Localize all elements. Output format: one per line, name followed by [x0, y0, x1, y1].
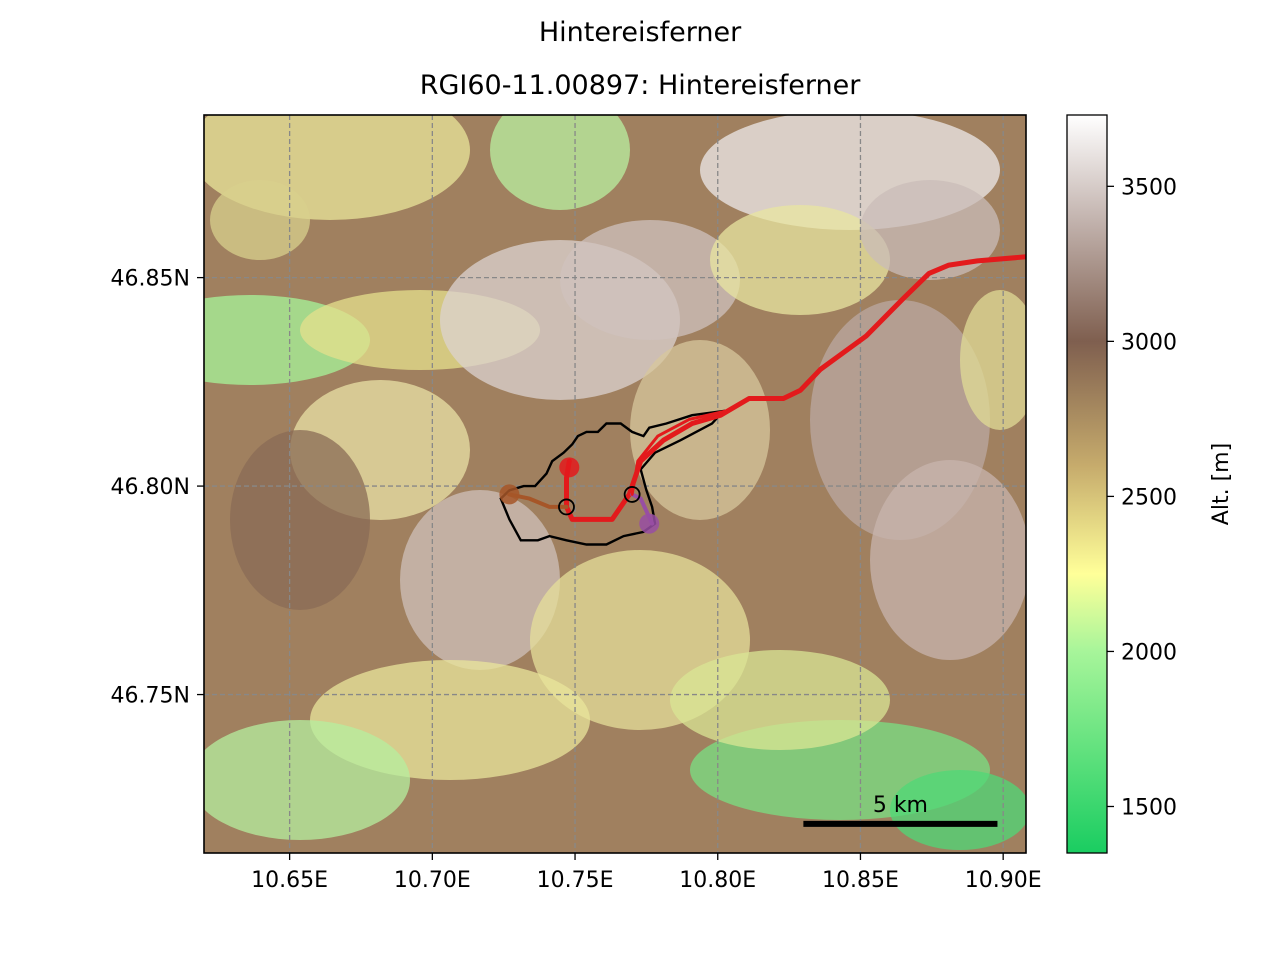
flowline-head [639, 513, 660, 534]
colorbar-gradient [1066, 114, 1108, 854]
flowline-junction [558, 498, 575, 516]
y-tick-label: 46.75N [111, 684, 190, 709]
flowline-head [499, 484, 520, 505]
flowline [507, 492, 569, 509]
colorbar-tick-label: 2000 [1121, 640, 1177, 665]
figure-title: Hintereisferner [538, 17, 742, 48]
x-tick-label: 10.90E [965, 868, 1042, 893]
terrain-layer [204, 115, 1026, 853]
flowline-head [559, 457, 580, 478]
x-tick-label: 10.85E [822, 868, 899, 893]
scale-bar-label: 5 km [873, 793, 928, 818]
colorbar-tick-label: 3500 [1121, 175, 1177, 200]
x-tick-label: 10.75E [537, 868, 614, 893]
x-tick-label: 10.80E [679, 868, 756, 893]
x-tick-label: 10.65E [251, 868, 328, 893]
colorbar-label: Alt. [m] [1209, 443, 1234, 525]
graticule-grid [204, 115, 1026, 853]
flowline-junction [623, 486, 641, 503]
colorbar-tick-label: 1500 [1121, 795, 1177, 820]
flowline [630, 409, 728, 496]
map-frame [203, 114, 1027, 854]
glacier-outline [499, 409, 727, 546]
scale-bar: 5 km [803, 793, 998, 827]
glacier-layer [499, 254, 1026, 546]
y-tick-label: 46.80N [111, 475, 190, 500]
map-subtitle: RGI60-11.00897: Hintereisferner [419, 70, 861, 101]
flowline [564, 254, 1026, 522]
y-axis: 46.85N 46.80N 46.75N [111, 267, 204, 709]
x-tick-label: 10.70E [394, 868, 471, 893]
colorbar: 1500 2000 2500 3000 3500 Alt. [m] [1066, 114, 1234, 854]
x-axis: 10.65E 10.70E 10.75E 10.80E 10.85E 10.90E [251, 853, 1042, 893]
y-tick-label: 46.85N [111, 267, 190, 292]
colorbar-tick-label: 3000 [1121, 330, 1177, 355]
colorbar-tick-label: 2500 [1121, 485, 1177, 510]
